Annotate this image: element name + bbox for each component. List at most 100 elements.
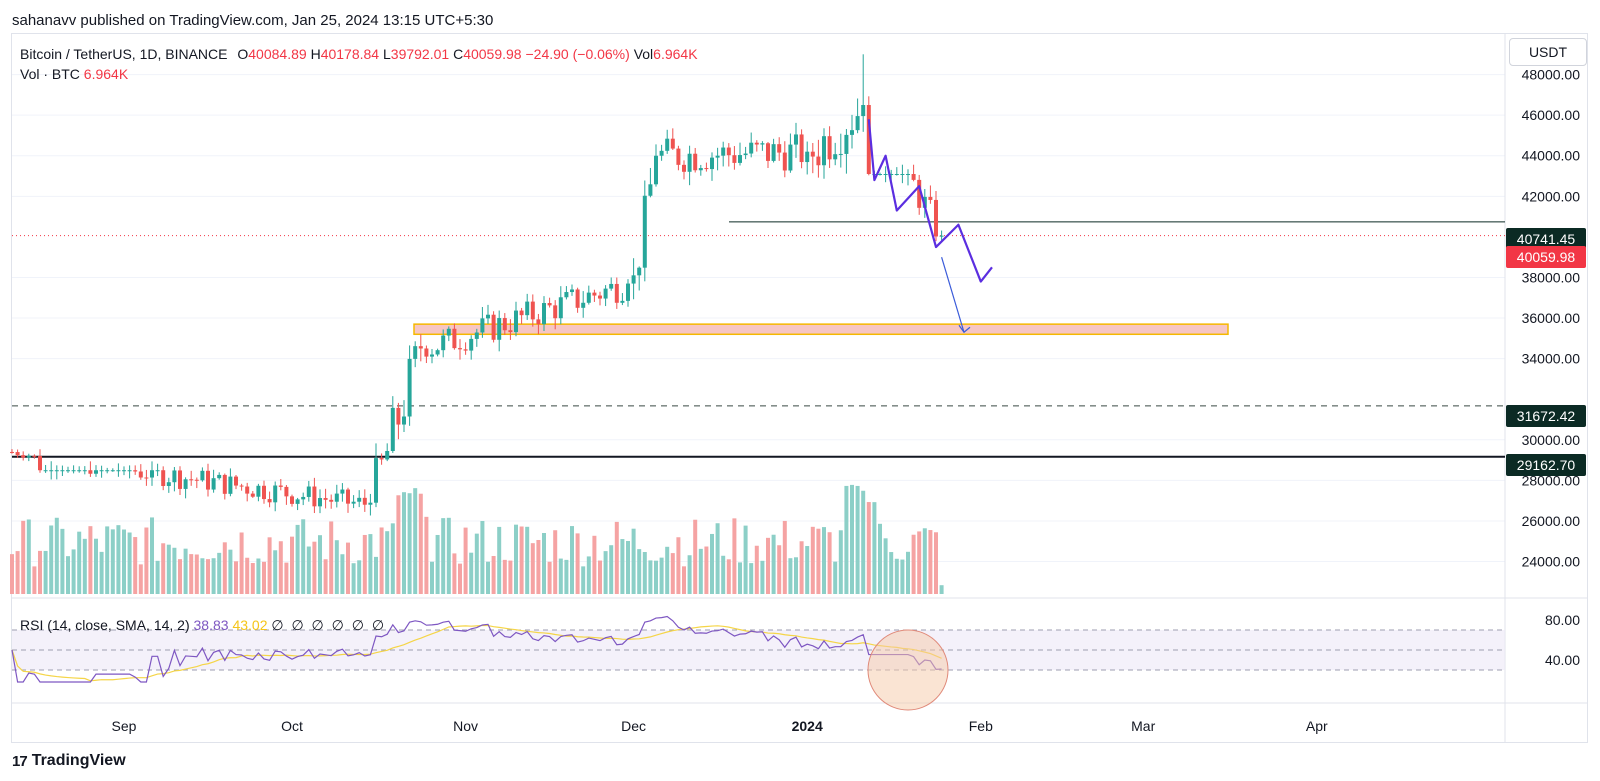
candle-body — [911, 174, 916, 180]
volume-bar — [838, 530, 843, 594]
candle-body — [82, 470, 87, 472]
candle-body — [626, 283, 630, 301]
high-label: H — [310, 46, 321, 62]
volume-bar — [144, 527, 149, 594]
candle-body — [822, 136, 826, 166]
volume-bar — [351, 563, 356, 594]
volume-bar — [799, 541, 804, 594]
volume-bar — [10, 554, 14, 594]
volume-bar — [71, 549, 76, 594]
volume-bar — [911, 534, 916, 594]
volume-bar — [878, 523, 882, 594]
price-tag-lower-level: 29162.70 — [1506, 454, 1586, 476]
candle-body — [66, 470, 70, 472]
volume-bar — [396, 495, 401, 594]
symbol-name[interactable]: Bitcoin / TetherUS, 1D, BINANCE — [20, 46, 228, 62]
volume-bar — [452, 553, 457, 594]
candle-body — [581, 302, 586, 308]
volume-bar — [239, 532, 244, 594]
time-tick-label: Dec — [621, 718, 646, 734]
tradingview-logo[interactable]: 17 TradingView — [12, 752, 126, 770]
candle-body — [816, 156, 821, 166]
candle-body — [396, 407, 401, 425]
candle-body — [71, 470, 76, 472]
volume-bar — [200, 558, 205, 594]
volume-bar — [855, 485, 860, 594]
volume-bar — [357, 560, 362, 594]
candle-body — [351, 501, 356, 504]
candle-body — [497, 318, 502, 340]
candle-body — [301, 496, 306, 500]
volume-bar — [805, 546, 810, 594]
volume-label: Vol — [633, 46, 654, 62]
volume-bar — [642, 551, 647, 594]
candle-body — [446, 328, 451, 336]
candle-body — [295, 499, 300, 504]
candle-body — [458, 348, 462, 350]
candle-body — [273, 485, 278, 503]
rsi-sma-value: 43.02 — [232, 617, 268, 633]
volume-bar — [172, 547, 177, 594]
rsi-highlight-circle — [867, 629, 949, 711]
volume-bar — [659, 557, 664, 594]
currency-button[interactable]: USDT — [1509, 38, 1587, 66]
price-tag-last: 40059.98 — [1506, 246, 1586, 268]
candle-body — [99, 470, 104, 472]
volume-bar — [110, 529, 115, 594]
rsi-pane — [11, 615, 1505, 711]
candle-body — [642, 195, 647, 268]
volume-bar — [794, 557, 798, 594]
volume-bar — [620, 539, 625, 594]
candle-body — [738, 155, 742, 163]
candle-body — [827, 136, 832, 160]
candle-body — [385, 450, 390, 460]
volume-bar — [116, 525, 121, 594]
volume-indicator-label[interactable]: Vol · BTC — [20, 66, 80, 82]
volume-bar — [346, 542, 350, 594]
volume-bar — [480, 521, 485, 594]
volume-bar — [122, 529, 126, 594]
candle-body — [682, 164, 686, 172]
candle-body — [906, 174, 910, 175]
candle-body — [469, 338, 474, 351]
volume-bar — [827, 532, 832, 594]
volume-bar — [418, 493, 423, 594]
rsi-legend: RSI (14, close, SMA, 14, 2) 38.83 43.02 … — [20, 617, 386, 634]
candle-body — [861, 105, 866, 117]
volume-bar — [194, 554, 199, 594]
rsi-line — [11, 615, 942, 683]
volume-bar — [771, 534, 776, 594]
time-tick-label: 2024 — [792, 718, 823, 734]
target-arrow — [941, 257, 965, 333]
volume-bar — [250, 563, 255, 594]
volume-bar — [766, 537, 770, 594]
candle-body — [894, 174, 899, 175]
volume-bar — [312, 541, 317, 594]
candle-body — [402, 416, 406, 425]
candle-body — [116, 470, 121, 472]
volume-bar — [822, 527, 826, 594]
time-tick-label: Mar — [1131, 718, 1155, 734]
candle-body — [598, 295, 602, 299]
candle-body — [217, 474, 222, 479]
candle-body — [838, 153, 843, 155]
volume-bar — [43, 550, 48, 594]
change-value: −24.90 (−0.06%) — [525, 46, 630, 62]
volume-bar — [866, 502, 871, 594]
candle-body — [805, 151, 810, 163]
volume-bar — [861, 490, 866, 594]
volume-bar — [189, 554, 194, 594]
volume-bar — [390, 523, 395, 594]
volume-bar — [670, 553, 675, 594]
candle-body — [536, 319, 541, 325]
rsi-label[interactable]: RSI (14, close, SMA, 14, 2) — [20, 617, 190, 633]
volume-bar — [301, 519, 306, 594]
candle-body — [620, 300, 625, 303]
price-tick-label: 26000.00 — [1522, 513, 1581, 529]
volume-bar — [738, 562, 742, 594]
volume-bar — [340, 554, 345, 594]
volume-bar — [810, 526, 815, 594]
high-value: 40178.84 — [320, 46, 380, 62]
volume-bar — [564, 559, 569, 594]
